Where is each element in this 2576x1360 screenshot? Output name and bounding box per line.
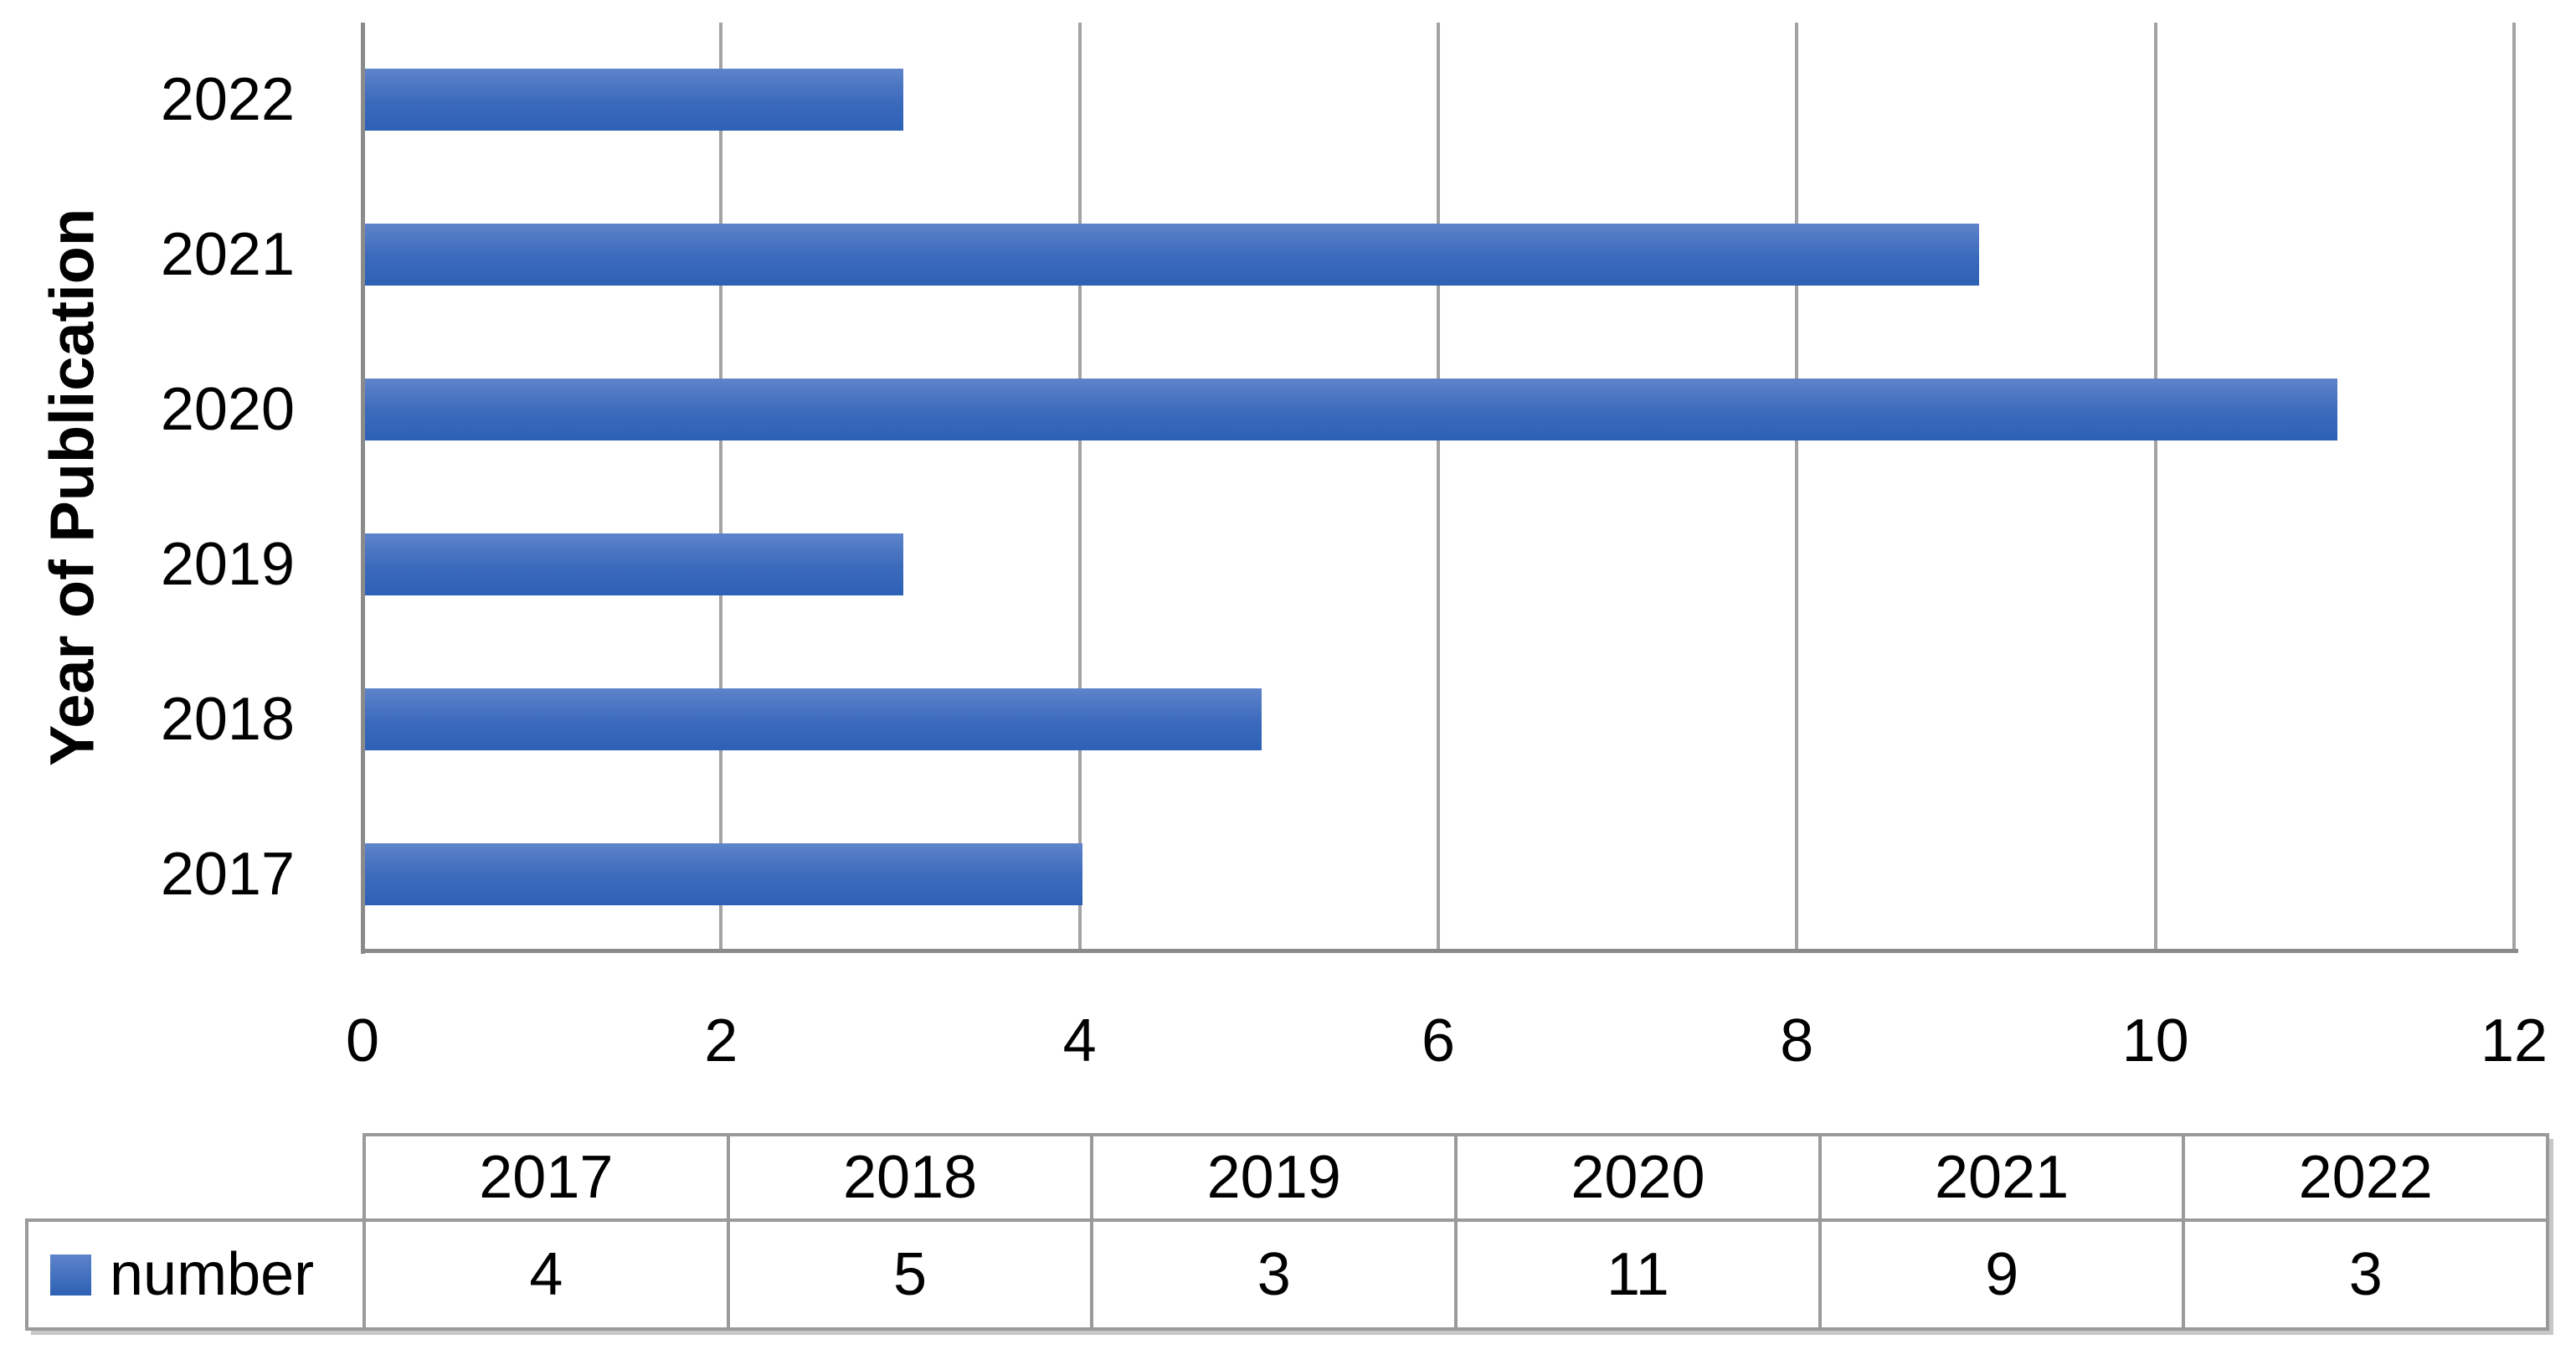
table-header-cell: 2022 [2182, 1133, 2550, 1222]
y-category-label: 2021 [160, 221, 295, 289]
gridline [2512, 23, 2516, 951]
table-header-cell: 2021 [1818, 1133, 2186, 1222]
x-tick-label: 6 [1421, 1007, 1456, 1074]
y-category-label: 2018 [160, 685, 295, 753]
legend-swatch-icon [50, 1254, 91, 1296]
y-axis-line [361, 23, 365, 954]
table-header-cell: 2017 [362, 1133, 730, 1222]
gridline [1795, 23, 1799, 951]
table-value-row: number 4 5 3 11 9 3 [25, 1218, 2550, 1331]
gridline [2153, 23, 2157, 951]
table-header-row: 2017 2018 2019 2020 2021 2022 [27, 1133, 2550, 1222]
x-axis-tick-labels: 0 2 4 6 8 10 12 [346, 951, 2548, 1102]
table-value-cell: 3 [2182, 1218, 2550, 1331]
bar-2019 [365, 533, 903, 595]
y-category-label: 2017 [160, 840, 295, 908]
y-axis-category-labels: 2022 2021 2020 2019 2018 2017 [0, 23, 295, 951]
x-tick-label: 12 [2480, 1007, 2548, 1074]
legend-label: number [110, 1241, 315, 1308]
y-category-label: 2022 [160, 66, 295, 134]
bar-2018 [365, 688, 1262, 750]
table-header-cell: 2020 [1454, 1133, 1822, 1222]
table-value-cell: 5 [726, 1218, 1094, 1331]
x-axis-line [361, 949, 2518, 953]
x-tick-label: 4 [1062, 1007, 1097, 1074]
table-value-cell: 9 [1818, 1218, 2186, 1331]
bar-2017 [365, 842, 1082, 905]
table-corner-cell [27, 1135, 364, 1220]
bar-2020 [365, 379, 2337, 441]
y-category-label: 2020 [160, 376, 295, 444]
table-header-cell: 2019 [1090, 1133, 1458, 1222]
x-tick-label: 8 [1780, 1007, 1814, 1074]
x-tick-label: 0 [345, 1007, 380, 1074]
y-category-label: 2019 [160, 530, 295, 598]
bar-2022 [365, 69, 903, 131]
gridline [1077, 23, 1082, 951]
gridline [719, 23, 723, 951]
x-tick-label: 2 [704, 1007, 738, 1074]
table-header-cell: 2018 [726, 1133, 1094, 1222]
table-value-cell: 11 [1454, 1218, 1822, 1331]
data-table: 2017 2018 2019 2020 2021 2022 number 4 5 3 11 9 3 [25, 1133, 2550, 1331]
table-value-cell: 4 [362, 1218, 730, 1331]
legend: number [28, 1240, 362, 1309]
bar-2021 [365, 224, 1979, 286]
gridline [1437, 23, 1440, 951]
x-tick-label: 10 [2121, 1007, 2189, 1074]
table-value-cell: 3 [1090, 1218, 1458, 1331]
legend-cell: number [25, 1218, 366, 1331]
plot-area [362, 23, 2516, 951]
